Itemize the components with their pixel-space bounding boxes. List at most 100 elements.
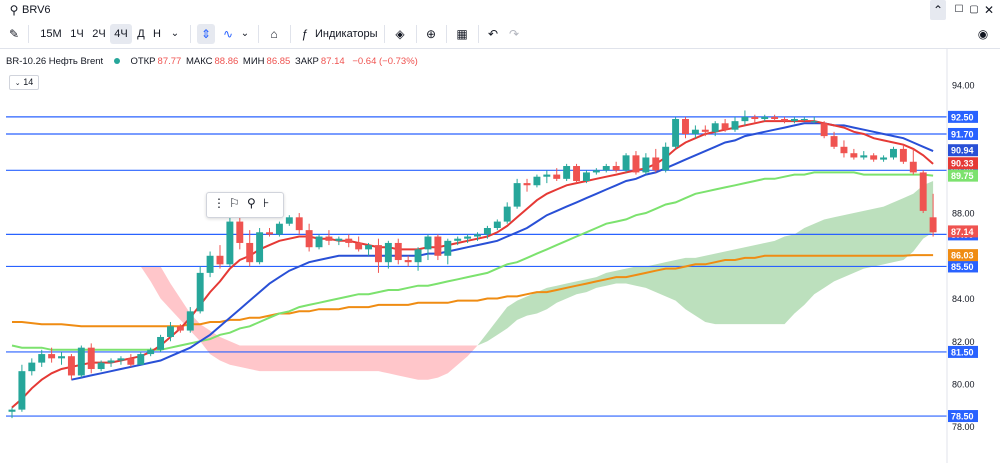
candles-icon[interactable]: ⇕ xyxy=(197,24,215,44)
candle-up xyxy=(800,119,808,121)
candle-up xyxy=(741,116,749,122)
candle-down xyxy=(632,155,640,173)
undo-icon[interactable]: ↶ xyxy=(487,27,499,41)
candle-down xyxy=(721,123,729,130)
candle-up xyxy=(454,238,462,241)
candle-up xyxy=(563,166,571,179)
price-tick-label: 78.00 xyxy=(952,422,975,432)
chevron-down-icon[interactable]: ⌄ xyxy=(170,28,180,39)
candle-down xyxy=(553,174,561,179)
candle-down xyxy=(919,172,927,211)
candle-up xyxy=(58,356,65,359)
maximize-icon[interactable]: ▢ xyxy=(969,4,979,15)
indicator-price-label-bg xyxy=(948,249,978,262)
flag-icon[interactable]: ⚐ xyxy=(229,196,240,210)
low-label: МИН xyxy=(242,56,265,67)
candle-up xyxy=(474,234,481,237)
candle-down xyxy=(771,116,779,120)
candle-down xyxy=(612,166,620,171)
candle-up xyxy=(483,227,491,235)
chevron-down-icon[interactable]: ⌄ xyxy=(240,28,250,39)
candle-up xyxy=(533,176,541,186)
price-tick-label: 84.00 xyxy=(952,294,975,304)
redo-icon[interactable]: ↷ xyxy=(508,27,520,41)
instrument-name: BR-10.26 Нефть Brent xyxy=(6,56,104,67)
low-value: 86.85 xyxy=(266,56,291,67)
candle-up xyxy=(602,166,610,171)
ruler-icon[interactable]: ⊦ xyxy=(263,196,270,210)
candle-down xyxy=(67,356,75,376)
level-price-label: 81.50 xyxy=(951,347,974,357)
line-chart-icon[interactable]: ∿ xyxy=(222,27,234,41)
alert-icon[interactable]: ◈ xyxy=(395,27,405,41)
timeframe-week[interactable]: Н xyxy=(153,28,161,40)
drag-handle-icon[interactable]: ⋮ xyxy=(213,196,225,210)
horizontal-levels xyxy=(6,116,947,417)
candle-up xyxy=(226,221,234,265)
indicators-button[interactable]: Индикаторы xyxy=(315,28,378,40)
timeframe-1h[interactable]: 1Ч xyxy=(70,28,84,40)
candle-up xyxy=(691,129,699,134)
pin-icon[interactable]: ⚲ xyxy=(247,196,256,210)
candle-up xyxy=(711,123,719,132)
candle-up xyxy=(38,354,46,363)
candle-up xyxy=(493,221,501,228)
candle-up xyxy=(275,223,283,235)
candle-down xyxy=(523,183,531,186)
candle-down xyxy=(127,358,135,365)
search-icon[interactable]: ⚲ xyxy=(9,3,19,17)
candle-down xyxy=(820,123,828,137)
candle-up xyxy=(335,238,343,241)
candle-down xyxy=(394,242,402,261)
candle-down xyxy=(870,155,878,160)
candle-up xyxy=(622,155,630,171)
collapse-icon[interactable]: ⌃ xyxy=(930,0,946,20)
toolbar-separator xyxy=(258,25,259,43)
moving-averages xyxy=(11,120,934,409)
candle-up xyxy=(285,217,293,224)
close-label: ЗАКР xyxy=(294,56,319,67)
ma-orange-line xyxy=(12,254,934,328)
period-input[interactable]: ⌄ 14 xyxy=(9,75,39,90)
candle-up xyxy=(196,272,204,312)
timeframe-day[interactable]: Д xyxy=(137,28,145,40)
indicators-icon[interactable]: ƒ xyxy=(301,27,309,41)
candle-up xyxy=(97,362,105,370)
layout-icon[interactable]: ▦ xyxy=(456,27,468,41)
candle-up xyxy=(315,236,323,248)
minimize-icon[interactable]: ☐ xyxy=(954,4,964,15)
indicator-price-label: 89.75 xyxy=(951,171,974,181)
candle-down xyxy=(701,129,709,132)
candle-up xyxy=(543,174,551,177)
status-dot xyxy=(113,58,120,65)
candle-down xyxy=(909,161,917,173)
price-tick-label: 80.00 xyxy=(952,379,975,389)
cart-icon[interactable]: ⌂ xyxy=(270,27,278,41)
candle-up xyxy=(890,148,897,158)
toolbar-separator xyxy=(478,25,479,43)
timeframe-15m[interactable]: 15М xyxy=(40,28,62,40)
pencil-icon[interactable]: ✎ xyxy=(8,27,20,41)
ma-lightgreen-line xyxy=(11,171,934,351)
candle-down xyxy=(266,232,273,235)
candle-down xyxy=(404,260,412,263)
candle-down xyxy=(751,116,759,120)
price-chart[interactable]: 94.00 88.00 84.00 82.00 80.00 78.00 92.50 91.70… xyxy=(0,48,1000,463)
candle-down xyxy=(236,221,244,243)
close-value: 87.14 xyxy=(320,56,345,67)
candle-up xyxy=(206,255,214,273)
timeframe-2h[interactable]: 2Ч xyxy=(92,28,106,40)
candle-down xyxy=(216,255,224,265)
close-icon[interactable]: ✕ xyxy=(983,3,995,17)
candle-up xyxy=(77,347,85,376)
candle-up xyxy=(582,172,590,181)
timeframe-4h[interactable]: 4Ч xyxy=(110,24,132,44)
candle-down xyxy=(176,326,184,331)
candle-down xyxy=(355,242,363,250)
level-price-label: 85.50 xyxy=(951,262,974,272)
add-icon[interactable]: ⊕ xyxy=(425,27,437,41)
symbol-search-input[interactable]: BRV6 xyxy=(22,4,51,16)
chevron-down-icon: ⌄ xyxy=(14,80,21,87)
camera-icon[interactable]: ◉ xyxy=(977,27,989,41)
candle-down xyxy=(840,146,848,154)
